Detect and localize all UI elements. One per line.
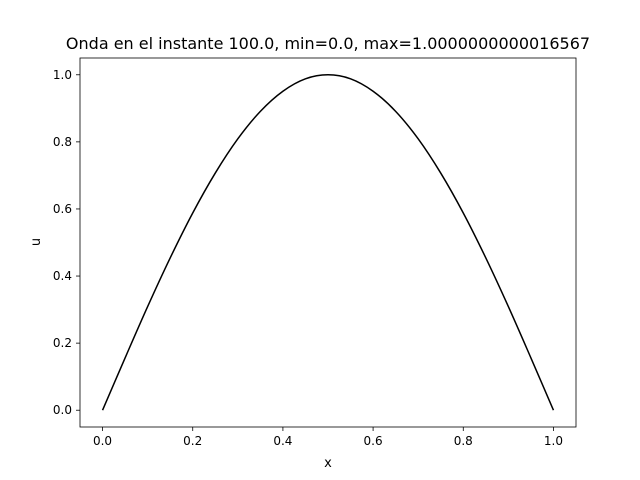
plot-area	[101, 74, 555, 411]
x-tick-label: 1.0	[544, 434, 563, 448]
y-tick-label: 0.0	[53, 403, 72, 417]
axes-frame	[79, 57, 577, 428]
y-axis: 0.0 0.2 0.4 0.6 0.8 1.0	[53, 68, 80, 417]
y-tick-label: 0.2	[53, 336, 72, 350]
chart-title: Onda en el instante 100.0, min=0.0, max=…	[66, 34, 590, 53]
x-axis-label: x	[324, 456, 332, 471]
y-tick-label: 1.0	[53, 68, 72, 82]
y-axis-label: u	[29, 238, 44, 246]
y-tick-label: 0.8	[53, 135, 72, 149]
x-tick-label: 0.8	[454, 434, 473, 448]
x-tick-label: 0.2	[183, 434, 202, 448]
x-tick-label: 0.0	[93, 434, 112, 448]
y-tick-label: 0.4	[53, 269, 72, 283]
x-tick-label: 0.6	[364, 434, 383, 448]
x-tick-label: 0.4	[273, 434, 292, 448]
series-line-0	[101, 74, 555, 411]
x-axis: 0.0 0.2 0.4 0.6 0.8 1.0	[93, 427, 563, 448]
y-tick-label: 0.6	[53, 202, 72, 216]
